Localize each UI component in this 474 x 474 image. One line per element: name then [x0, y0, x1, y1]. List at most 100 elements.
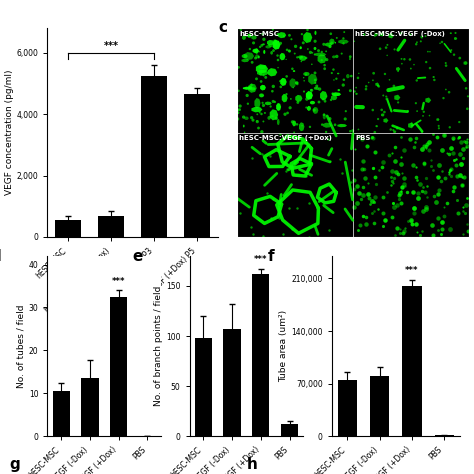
Point	[365, 194, 373, 201]
Point	[355, 70, 363, 77]
Point	[419, 227, 426, 235]
Polygon shape	[295, 81, 299, 84]
Point	[460, 173, 468, 181]
Polygon shape	[332, 55, 336, 58]
Point	[440, 212, 447, 219]
Point	[400, 229, 407, 237]
Point	[256, 109, 264, 116]
Polygon shape	[257, 70, 269, 76]
Point	[340, 35, 347, 42]
Point	[383, 93, 390, 100]
Point	[390, 82, 398, 90]
Point	[459, 230, 466, 237]
Point	[304, 26, 311, 34]
Point	[365, 191, 372, 198]
Text: c: c	[219, 20, 228, 35]
Polygon shape	[280, 78, 287, 86]
Polygon shape	[375, 125, 378, 128]
Point	[442, 59, 449, 67]
Polygon shape	[380, 32, 384, 36]
Polygon shape	[267, 116, 271, 120]
Point	[446, 226, 454, 233]
Point	[248, 81, 255, 89]
Point	[458, 173, 466, 181]
Point	[338, 50, 346, 57]
Polygon shape	[258, 55, 260, 58]
Polygon shape	[409, 34, 412, 36]
Point	[255, 124, 262, 132]
Polygon shape	[338, 39, 349, 44]
Point	[354, 74, 362, 82]
Point	[318, 56, 326, 64]
Point	[401, 55, 408, 63]
Polygon shape	[290, 78, 296, 88]
Bar	[435, 435, 454, 436]
Point	[398, 170, 405, 177]
Point	[410, 61, 418, 68]
Point	[269, 26, 277, 33]
Point	[368, 198, 376, 205]
Point	[270, 37, 278, 45]
Polygon shape	[318, 54, 327, 64]
Point	[386, 76, 393, 83]
Point	[396, 229, 403, 237]
Polygon shape	[247, 34, 252, 38]
Polygon shape	[265, 45, 271, 48]
Text: ***: ***	[104, 40, 118, 51]
Point	[435, 161, 443, 168]
Text: d: d	[0, 249, 1, 264]
Point	[368, 209, 375, 217]
Point	[270, 47, 277, 55]
Polygon shape	[337, 124, 347, 127]
Point	[421, 142, 428, 149]
Point	[276, 130, 283, 138]
Polygon shape	[323, 123, 332, 128]
Bar	[370, 376, 389, 436]
Point	[367, 134, 374, 142]
Point	[462, 138, 469, 146]
Polygon shape	[258, 65, 266, 69]
Point	[284, 109, 292, 117]
Point	[327, 96, 335, 104]
Point	[285, 47, 293, 55]
Point	[454, 134, 462, 142]
Point	[406, 56, 414, 64]
Point	[237, 26, 245, 34]
Point	[422, 174, 429, 182]
Point	[380, 91, 387, 99]
Bar	[82, 378, 99, 436]
Point	[354, 227, 362, 234]
Point	[408, 120, 415, 128]
Point	[394, 99, 402, 106]
Point	[381, 216, 389, 224]
Point	[261, 109, 269, 117]
Point	[328, 69, 336, 77]
Point	[435, 125, 443, 132]
Point	[426, 48, 434, 55]
Point	[369, 76, 377, 84]
Polygon shape	[241, 59, 249, 62]
Point	[328, 39, 336, 47]
Polygon shape	[271, 115, 274, 117]
Point	[258, 128, 265, 136]
Point	[293, 54, 301, 61]
Point	[236, 106, 244, 113]
Point	[393, 201, 401, 209]
Point	[428, 221, 436, 228]
Point	[274, 205, 282, 212]
Polygon shape	[433, 76, 435, 78]
Point	[331, 121, 339, 128]
Point	[445, 168, 453, 175]
Point	[459, 207, 466, 215]
Point	[458, 181, 465, 188]
Point	[370, 70, 377, 77]
Point	[348, 167, 356, 174]
Point	[397, 160, 404, 167]
Point	[235, 64, 242, 71]
Point	[436, 39, 444, 47]
Point	[395, 191, 403, 199]
Point	[410, 143, 418, 150]
Polygon shape	[325, 43, 332, 46]
Point	[267, 42, 274, 49]
Point	[300, 74, 308, 82]
